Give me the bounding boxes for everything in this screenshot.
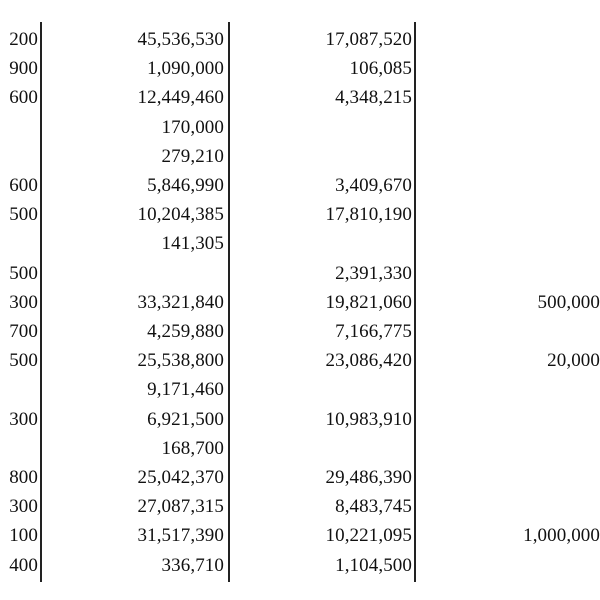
column-divider-2 (228, 22, 230, 582)
table-cell-col-3: 7,166,775 (335, 321, 412, 342)
table-cell-col-1: 100 (9, 525, 38, 547)
table-cell-col-1 (0, 375, 38, 404)
table-cell-col-3 (270, 142, 412, 171)
table-cell-col-4 (460, 317, 600, 346)
table-cell-col-4 (460, 405, 600, 434)
table-row: 9,171,460 (0, 375, 600, 404)
table-row: 168,700 (0, 434, 600, 463)
table-cell-col-3: 1,104,500 (335, 554, 412, 576)
table-cell-col-4 (460, 25, 600, 54)
table-cell-col-2: 25,538,800 (137, 350, 224, 372)
table-cell-col-2: 31,517,390 (137, 525, 224, 547)
table-cell-col-3: 29,486,390 (325, 467, 412, 488)
table-cell-col-1: 500 (9, 350, 38, 372)
table-cell-col-2: 12,449,460 (137, 87, 224, 109)
table-cell-col-3: 4,348,215 (335, 87, 412, 109)
table-cell-col-2: 6,921,500 (147, 408, 224, 430)
table-cell-col-4 (460, 54, 600, 83)
table-cell-col-3: 17,810,190 (325, 204, 412, 226)
table-cell-col-2: 336,710 (161, 554, 224, 576)
table-cell-col-3: 10,983,910 (325, 408, 412, 430)
table-cell-col-1 (0, 229, 38, 258)
column-divider-1 (40, 22, 42, 582)
table-cell-col-4 (460, 434, 600, 463)
table-row: 900 1,090,000 106,085 (0, 54, 600, 83)
table-row: 600 12,449,460 4,348,215 (0, 83, 600, 112)
table-cell-col-3 (270, 434, 412, 463)
table-row: 400 336,710 1,104,500 (0, 551, 600, 580)
table-cell-col-4 (460, 200, 600, 229)
table-row: 500 2,391,330 (0, 259, 600, 288)
table-cell-col-4 (460, 83, 600, 112)
table-row: 700 4,259,880 7,166,775 (0, 317, 600, 346)
table-cell-col-3: 19,821,060 (325, 291, 412, 313)
table-cell-col-1: 300 (9, 291, 38, 313)
table-cell-col-3: 17,087,520 (325, 29, 412, 50)
table-cell-col-4 (460, 171, 600, 200)
table-cell-col-1: 300 (9, 408, 38, 430)
table-cell-col-1: 900 (9, 58, 38, 80)
table-cell-col-1 (0, 434, 38, 463)
table-row: 100 31,517,390 10,221,095 1,000,000 (0, 521, 600, 550)
table-cell-col-1 (0, 113, 38, 142)
table-cell-col-2 (90, 259, 224, 288)
table-cell-col-3 (270, 375, 412, 404)
table-cell-col-1: 400 (9, 554, 38, 576)
table-cell-col-4 (460, 142, 600, 171)
table-cell-col-3: 2,391,330 (335, 262, 412, 284)
table-cell-col-1: 600 (9, 87, 38, 109)
table-cell-col-2: 9,171,460 (147, 379, 224, 401)
table-row: 300 6,921,500 10,983,910 (0, 405, 600, 434)
table-cell-col-3: 8,483,745 (335, 496, 412, 518)
table-cell-col-1: 700 (9, 321, 38, 342)
table-row: 170,000 (0, 113, 600, 142)
table-cell-col-1: 200 (9, 29, 38, 50)
table-cell-col-1: 300 (9, 496, 38, 518)
table-row: 300 33,321,840 19,821,060 500,000 (0, 288, 600, 317)
table-row: 500 10,204,385 17,810,190 (0, 200, 600, 229)
table-row: 300 27,087,315 8,483,745 (0, 492, 600, 521)
table-cell-col-3: 3,409,670 (335, 175, 412, 196)
table-row: 279,210 (0, 142, 600, 171)
table-cell-col-2: 27,087,315 (137, 496, 224, 518)
table-row: 800 25,042,370 29,486,390 (0, 463, 600, 492)
table-cell-col-2: 279,210 (161, 145, 224, 167)
table-cell-col-2: 168,700 (161, 437, 224, 459)
table-cell-col-1: 600 (9, 175, 38, 196)
table-cell-col-3: 23,086,420 (325, 350, 412, 372)
table-cell-col-4: 20,000 (547, 350, 600, 372)
table-cell-col-4 (460, 551, 600, 580)
table-row: 141,305 (0, 229, 600, 258)
table-cell-col-2: 4,259,880 (147, 321, 224, 342)
table-cell-col-1: 500 (9, 262, 38, 284)
table-row: 500 25,538,800 23,086,420 20,000 (0, 346, 600, 375)
table-cell-col-3: 10,221,095 (325, 525, 412, 547)
table-row: 200 45,536,530 17,087,520 (0, 25, 600, 54)
table-cell-col-2: 45,536,530 (137, 29, 224, 50)
table-cell-col-3 (270, 113, 412, 142)
table-cell-col-2: 33,321,840 (137, 291, 224, 313)
table-cell-col-4 (460, 259, 600, 288)
table-cell-col-1: 800 (9, 467, 38, 488)
table-cell-col-2: 170,000 (161, 116, 224, 138)
table-cell-col-2: 1,090,000 (147, 58, 224, 80)
table-cell-col-4 (460, 463, 600, 492)
table-cell-col-3: 106,085 (349, 58, 412, 80)
table-cell-col-4 (460, 375, 600, 404)
table-cell-col-4: 1,000,000 (523, 525, 600, 547)
table-cell-col-2: 10,204,385 (137, 204, 224, 226)
table-cell-col-2: 25,042,370 (137, 467, 224, 488)
table-cell-col-2: 141,305 (161, 233, 224, 255)
table-cell-col-4 (460, 113, 600, 142)
table-cell-col-2: 5,846,990 (147, 175, 224, 196)
table-cell-col-4: 500,000 (537, 291, 600, 313)
table-cell-col-1 (0, 142, 38, 171)
table-cell-col-4 (460, 229, 600, 258)
column-divider-3 (414, 22, 416, 582)
table-cell-col-1: 500 (9, 204, 38, 226)
table-cell-col-3 (270, 229, 412, 258)
table-cell-col-4 (460, 492, 600, 521)
table-row: 600 5,846,990 3,409,670 (0, 171, 600, 200)
